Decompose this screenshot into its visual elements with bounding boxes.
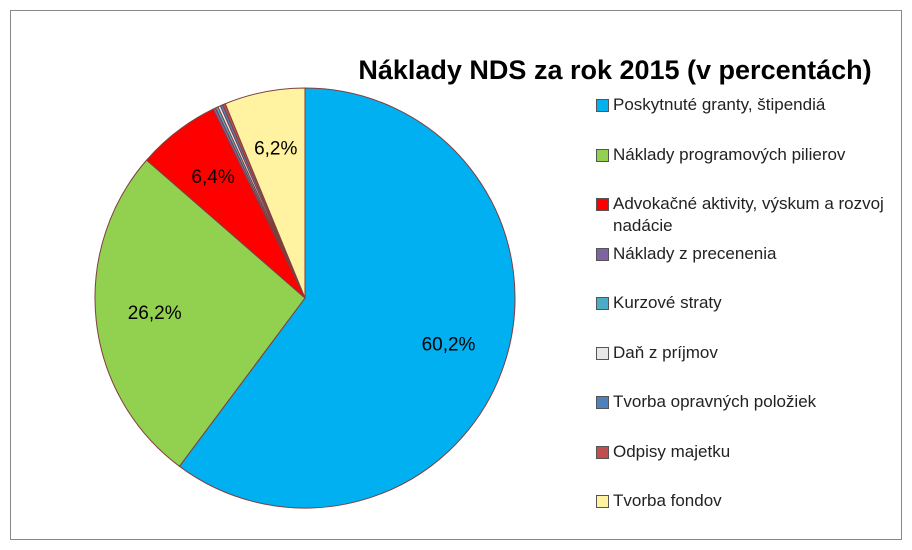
legend-swatch	[596, 148, 609, 162]
legend-swatch	[596, 346, 609, 360]
legend-swatch	[596, 198, 609, 211]
legend-label: Advokačné aktivity, výskum a rozvoj nadá…	[613, 194, 884, 235]
data-label: 26,2%	[128, 303, 182, 324]
legend-label: Náklady z precenenia	[613, 243, 777, 263]
legend-label: Daň z príjmov	[613, 342, 718, 362]
legend-swatch	[596, 99, 609, 112]
legend-label: Náklady programových pilierov	[613, 144, 846, 164]
legend-label: Tvorba opravných položiek	[613, 392, 817, 411]
data-label: 6,4%	[191, 167, 234, 188]
legend-label: Tvorba fondov	[613, 491, 722, 510]
legend-swatch	[596, 396, 609, 409]
legend-swatch	[596, 247, 609, 261]
legend-label: Odpisy majetku	[613, 441, 731, 461]
pie-slice	[94, 159, 306, 468]
pie-slice	[178, 87, 516, 509]
chart-title: Náklady NDS za rok 2015 (v percentách)	[358, 55, 871, 85]
data-label: 60,2%	[422, 335, 476, 356]
data-label: 6,2%	[254, 139, 297, 160]
legend-label: Kurzové straty	[613, 293, 722, 312]
legend-swatch	[596, 495, 609, 508]
legend-label: Poskytnuté granty, štipendiá	[613, 95, 826, 114]
legend-swatch	[596, 445, 609, 459]
legend-swatch	[596, 297, 609, 310]
pie-slice	[224, 87, 306, 299]
